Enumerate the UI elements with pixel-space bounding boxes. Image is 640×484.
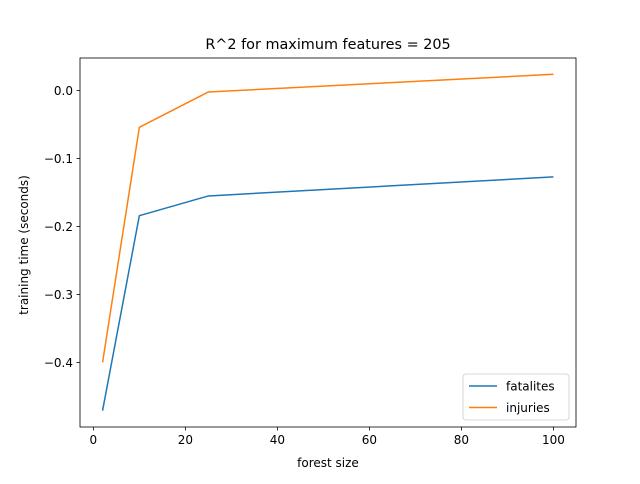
- x-tick-label: 100: [542, 433, 565, 447]
- legend-label-injuries: injuries: [506, 401, 550, 415]
- y-axis-ticks: −0.4 −0.3 −0.2 −0.1 0.0: [44, 84, 80, 370]
- legend-label-fatalites: fatalites: [506, 380, 555, 394]
- y-tick-label: −0.1: [44, 152, 73, 166]
- x-axis-label: forest size: [297, 456, 359, 470]
- plot-lines: [101, 73, 554, 411]
- series-line-injuries: [101, 73, 554, 363]
- axes-frame: [79, 57, 577, 428]
- chart-title: R^2 for maximum features = 205: [205, 37, 450, 53]
- x-tick-label: 0: [90, 433, 98, 447]
- x-tick-label: 80: [454, 433, 469, 447]
- y-tick-label: −0.4: [44, 356, 73, 370]
- y-tick-label: 0.0: [54, 84, 73, 98]
- series-line-fatalites: [101, 176, 554, 411]
- y-tick-label: −0.2: [44, 220, 73, 234]
- y-tick-label: −0.3: [44, 288, 73, 302]
- x-tick-label: 60: [362, 433, 377, 447]
- y-axis-label: training time (seconds): [17, 175, 31, 315]
- x-tick-label: 20: [178, 433, 193, 447]
- x-tick-label: 40: [270, 433, 285, 447]
- legend: fatalites injuries: [462, 373, 570, 421]
- x-axis-ticks: 0 20 40 60 80 100: [90, 427, 565, 447]
